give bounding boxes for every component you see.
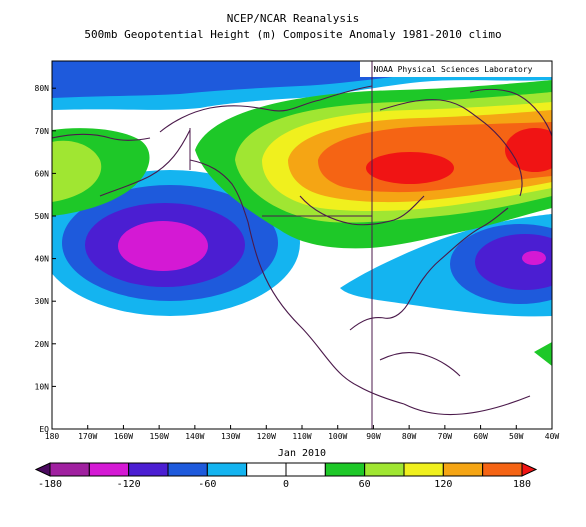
- map-title: NCEP/NCAR Reanalysis: [226, 12, 360, 25]
- x-tick-label: 140W: [185, 432, 204, 441]
- map-subtitle: 500mb Geopotential Height (m) Composite …: [84, 28, 502, 41]
- colorbar-segment: [206, 462, 248, 477]
- y-tick-label: 20N: [35, 340, 50, 349]
- x-tick-label: 110W: [292, 432, 311, 441]
- y-tick-label: 60N: [35, 169, 50, 178]
- y-axis: EQ 10N 20N 30N 40N 50N 60N 70N 80N: [35, 84, 56, 434]
- colorbar-segment: [246, 462, 287, 477]
- colorbar-label: 0: [283, 479, 289, 490]
- x-axis: 180 170W 160W 150W 140W 130W 120W 110W 100W 90W 80…: [45, 425, 560, 441]
- x-tick-label: 180: [45, 432, 60, 441]
- x-tick-label: 50W: [509, 432, 524, 441]
- west-coast-north-america: [189, 159, 405, 405]
- atlantic-low-3: [475, 234, 552, 290]
- colorbar-segment: [403, 462, 444, 477]
- y-tick-label: 80N: [35, 84, 50, 93]
- political-boundaries: [189, 61, 373, 429]
- x-tick-label: 120W: [257, 432, 276, 441]
- atlantic-positive: [534, 342, 552, 366]
- colorbar-segment: [364, 462, 405, 477]
- date-label: Jan 2010: [278, 448, 326, 459]
- east-coast-north-america: [349, 207, 509, 331]
- x-tick-label: 40W: [545, 432, 560, 441]
- y-tick-label: 10N: [35, 382, 50, 391]
- bering-high-2: [52, 140, 102, 202]
- colorbar-label: 180: [513, 479, 531, 490]
- colorbar-label: 60: [359, 479, 371, 490]
- colorbar-label: -120: [117, 479, 141, 490]
- x-tick-label: 100W: [328, 432, 347, 441]
- colorbar-segment: [167, 462, 208, 477]
- x-tick-label: 90W: [366, 432, 381, 441]
- pacific-low-core: [118, 221, 208, 271]
- y-tick-label: 30N: [35, 297, 50, 306]
- y-tick-label: 40N: [35, 255, 50, 264]
- colorbar-segment: [482, 462, 523, 477]
- colorbar-segment: [442, 462, 484, 477]
- colorbar-segment: [285, 462, 326, 477]
- colorbar-segment: [88, 462, 130, 477]
- siberia-coast: [52, 133, 151, 141]
- y-tick-label: 70N: [35, 127, 50, 136]
- south-america-coast: [403, 395, 531, 416]
- anomaly-field: [52, 61, 552, 429]
- coastlines: [52, 85, 552, 416]
- colorbar-arrow-left: [34, 462, 51, 477]
- colorbar-label: -60: [198, 479, 216, 490]
- x-tick-label: 170W: [78, 432, 97, 441]
- caribbean-islands: [379, 351, 461, 377]
- credit-label: NOAA Physical Sciences Laboratory: [374, 65, 533, 74]
- colorbar-label: 120: [434, 479, 452, 490]
- credit-box-bg: [360, 61, 552, 77]
- alaska-north-coast: [159, 85, 373, 133]
- x-tick-label: 80W: [402, 432, 417, 441]
- colorbar: -180 -120 -60 0 60 120 180: [34, 462, 538, 490]
- colorbar-label: -180: [38, 479, 62, 490]
- labrador-coast: [379, 99, 523, 197]
- alaska-south-coast: [99, 129, 191, 197]
- x-tick-label: 70W: [438, 432, 453, 441]
- y-tick-label: EQ: [39, 425, 49, 434]
- colorbar-segment: [324, 462, 366, 477]
- hudson-bay-coast: [299, 195, 425, 226]
- greenland-coast: [469, 88, 552, 137]
- colorbar-segment: [128, 462, 169, 477]
- x-tick-label: 160W: [114, 432, 133, 441]
- x-tick-label: 150W: [150, 432, 169, 441]
- x-tick-label: 130W: [221, 432, 240, 441]
- atlantic-low-core: [522, 251, 546, 265]
- y-tick-label: 50N: [35, 212, 50, 221]
- colorbar-arrow-right: [521, 462, 538, 477]
- greenland-high-core: [505, 128, 552, 172]
- canada-high-core: [366, 152, 454, 184]
- x-tick-label: 60W: [473, 432, 488, 441]
- colorbar-segment: [49, 462, 90, 477]
